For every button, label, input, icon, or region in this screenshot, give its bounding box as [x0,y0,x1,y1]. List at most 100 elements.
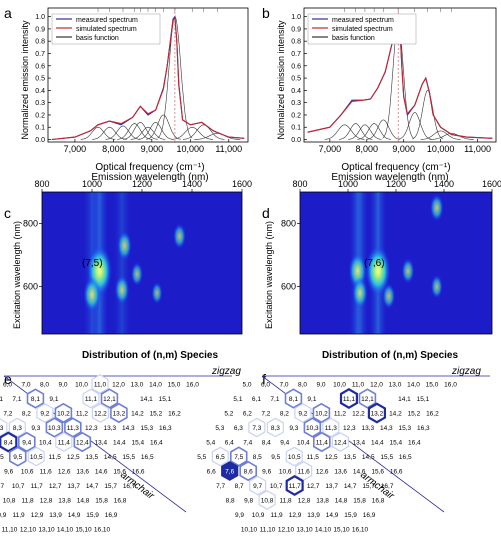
chirality-hexagon [294,403,312,423]
panel-letter-f: f [262,371,266,387]
chirality-label: 16,0 [444,382,457,389]
chirality-label: 15,9 [344,512,357,519]
emission-spot [173,223,186,250]
chirality-label: 11,3 [67,425,80,432]
chirality-label: 10,9 [0,512,7,519]
basis-function-curve [80,126,116,140]
x-tick-label: 1400 [182,179,202,189]
chirality-label: 5,0 [242,382,251,389]
chirality-label: 14,5 [362,454,375,461]
chirality-label: 11,5 [49,454,62,461]
chirality-label: 6,5 [216,454,225,461]
chirality-label: 14,8 [335,498,348,505]
y-tick-label: 0.7 [35,51,45,58]
chirality-hexagon [239,460,258,482]
xlabel-a: Optical frequency (cm⁻¹) [95,162,204,173]
x-tick-label: 800 [292,179,307,189]
chirality-label: 11,10 [260,527,276,534]
chirality-label: 11,10 [2,527,18,534]
distribution-title-f: Distribution of (n,m) Species [322,350,459,361]
panel-letter-a: a [4,5,12,21]
chirality-label: 10,6 [21,469,34,476]
chirality-label: 14,10 [57,527,74,534]
chirality-label: 13,4 [352,440,365,447]
chirality-label: 13,3 [362,425,375,432]
spectrum-panel-b: 7,000 8,000 9,000 10,000 11,000 0.0 0.1 0.2 0.3 0… [291,7,497,154]
chirality-hexagon [248,417,266,438]
basis-function-curve [146,114,181,140]
y-tick-label: 600 [281,282,296,292]
chirality-label: 14,7 [344,483,357,490]
chirality-label: 7,1 [12,396,21,403]
chirality-label: 15,10 [333,527,350,534]
chirality-label: 12,8 [40,498,53,505]
chirality-label: 5,5 [197,454,206,461]
basis-function-curve [398,112,432,140]
chirality-label: 15,7 [362,483,375,490]
chirality-label: 13,8 [58,498,71,505]
chirality-label: 12,3 [343,425,356,432]
chirality-label: 10,8 [261,498,274,505]
basis-function-curve [130,126,166,140]
chirality-label: 10,7 [270,483,283,490]
chirality-label: 16,9 [363,512,376,519]
chirality-label: 7,4 [243,440,252,447]
chirality-label: 8,4 [4,440,13,447]
basis-function-curve [92,126,127,140]
chirality-label: 15,4 [389,440,402,447]
chirality-label: 16,2 [168,411,181,418]
chirality-label: 14,3 [380,425,393,432]
chirality-hexagon [312,402,331,424]
panel-letter-d: d [262,205,270,221]
chirality-label: 14,4 [113,440,126,447]
chirality-label: 14,3 [122,425,135,432]
chirality-label: 13,0 [131,382,144,389]
chirality-label: 12,6 [316,469,329,476]
y-tick-label: 0.0 [291,137,301,144]
heatmap-panel-c: 800 1000 1200 1400 1600 800 600 [23,179,252,335]
heatmap-panel-d: 800 1000 1200 1400 1600 800 600 [281,179,501,335]
spectrum-panel-a: 7,000 8,000 9,000 10,000 11,000 0.0 0.1 0.2 0.3 0… [35,7,249,154]
chirality-label: 12,2 [352,411,365,418]
chirality-label: 13,8 [316,498,329,505]
chirality-label: 13,2 [113,411,126,418]
emission-spot [131,262,143,287]
y-tick-label: 800 [281,219,296,229]
chirality-label: 16,7 [123,483,136,490]
basis-function-curve [171,126,214,140]
chirality-label: 15,8 [95,498,108,505]
chirality-label: 16,9 [105,512,118,519]
zigzag-label-f: zigzag [451,366,481,377]
chirality-hexagon [211,446,229,467]
chirality-label: 14,2 [131,411,144,418]
chirality-label: 14,0 [149,382,162,389]
y-tick-label: 0.1 [35,125,45,132]
y-tick-label: 1.0 [291,14,301,21]
basis-function-curve [182,124,225,140]
chirality-label: 16,8 [114,498,127,505]
chirality-label: 16,0 [186,382,199,389]
legend-label: basis function [332,35,375,42]
chirality-label: 8,0 [40,382,49,389]
x-tick-label: 7,000 [64,144,87,154]
emission-spot [401,257,415,284]
chirality-label: 16,10 [352,527,369,534]
y-tick-label: 600 [23,282,38,292]
chirality-hexagon [26,388,45,409]
panel-letter-c: c [4,205,11,221]
chirality-label: 13,9 [49,512,62,519]
chirality-hexagon [367,402,386,424]
chirality-hexagon [100,388,119,409]
chirality-label: 5,1 [233,396,242,403]
chirality-label: 10,3 [306,425,319,432]
chirality-label: 12,7 [307,483,320,490]
chirality-label: 15,10 [75,527,92,534]
emission-label-c: Emission wavelength (nm) [91,172,208,183]
chirality-label: 15,6 [371,469,384,476]
chirality-hexagon [45,417,64,438]
chirality-label: 9,3 [31,425,40,432]
chirality-label: 13,7 [67,483,80,490]
chirality-label: 10,4 [297,440,310,447]
heatmap-background [42,192,242,334]
chirality-label: 13,2 [371,411,384,418]
